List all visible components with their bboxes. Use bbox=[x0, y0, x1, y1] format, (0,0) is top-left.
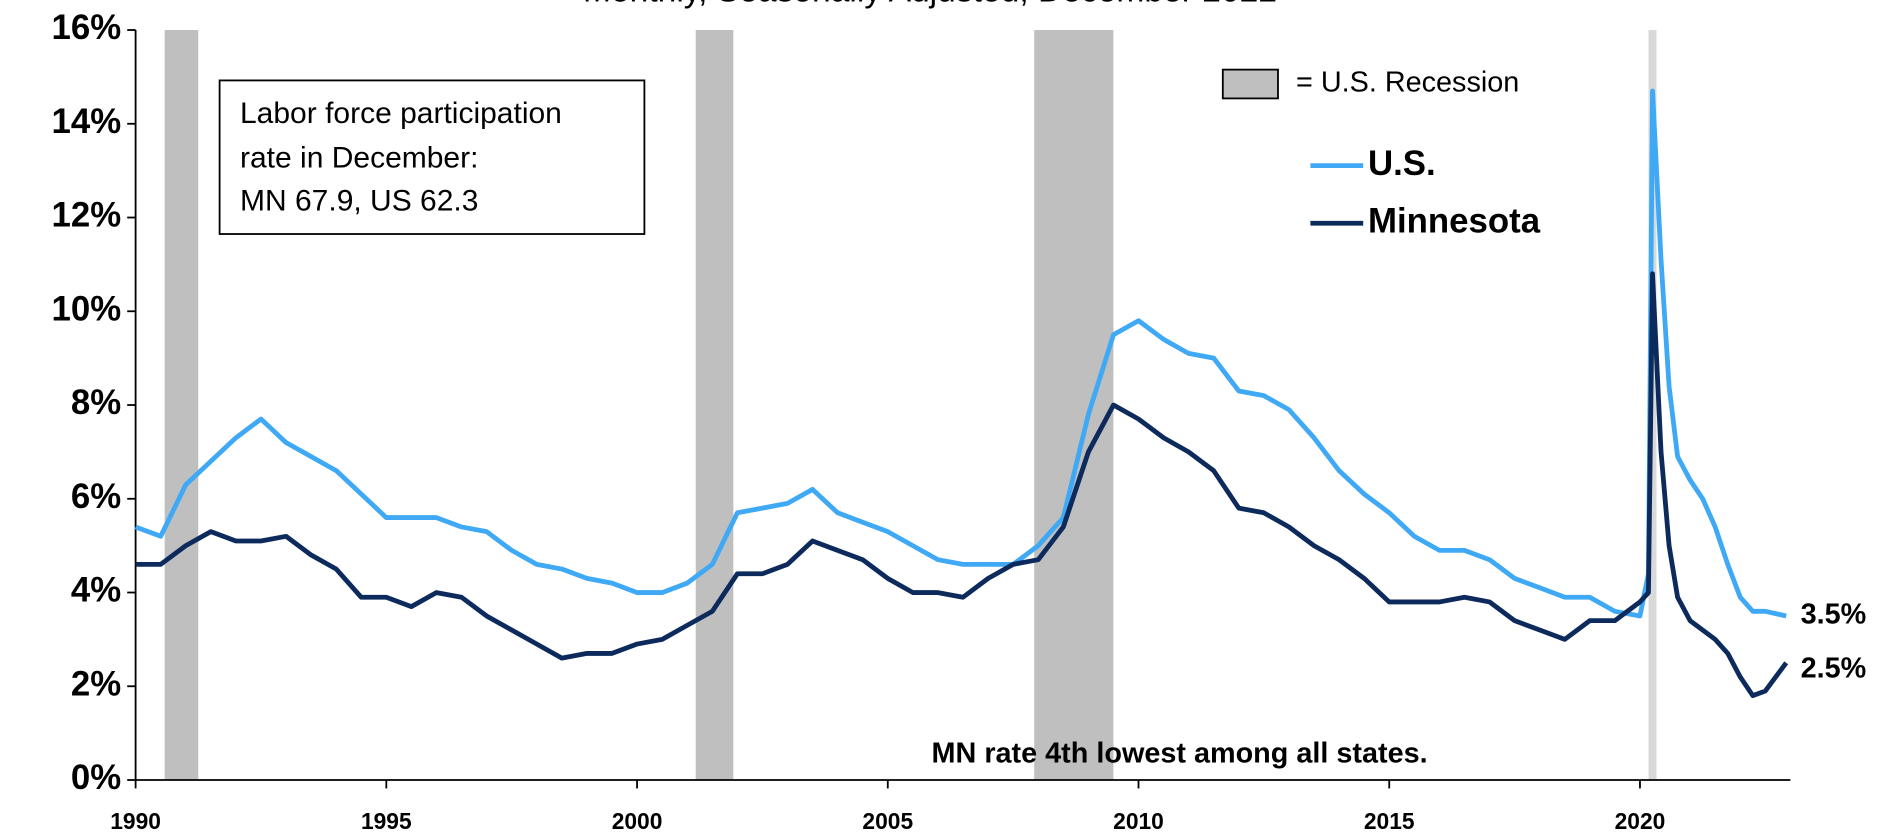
y-tick-label: 8% bbox=[71, 383, 121, 422]
x-tick-label: 2020 bbox=[1615, 808, 1666, 834]
x-tick-label: 2000 bbox=[612, 808, 663, 834]
x-tick-label: 2015 bbox=[1364, 808, 1415, 834]
y-tick-label: 16% bbox=[52, 8, 122, 47]
end-label: 2.5% bbox=[1801, 653, 1867, 685]
y-tick-label: 4% bbox=[71, 571, 121, 610]
annotation-line: MN 67.9, US 62.3 bbox=[240, 185, 478, 218]
end-label: 3.5% bbox=[1801, 599, 1867, 631]
recession-band bbox=[164, 30, 199, 781]
y-tick-label: 14% bbox=[52, 102, 122, 141]
x-tick-label: 2010 bbox=[1113, 808, 1164, 834]
x-tick-label: 2005 bbox=[862, 808, 913, 834]
x-tick-label: 1990 bbox=[110, 808, 161, 834]
y-tick-label: 10% bbox=[52, 289, 122, 328]
annotation-box bbox=[218, 79, 646, 235]
y-tick-label: 0% bbox=[71, 758, 121, 797]
legend-label: Minnesota bbox=[1368, 201, 1541, 240]
y-tick-label: 2% bbox=[71, 664, 121, 703]
chart-subtitle: Monthly, Seasonally Adjusted, December 2… bbox=[583, 0, 1277, 10]
x-tick-label: 1995 bbox=[361, 808, 412, 834]
recession-legend-swatch bbox=[1221, 68, 1279, 100]
annotation-line: rate in December: bbox=[240, 142, 478, 175]
note: MN rate 4th lowest among all states. bbox=[932, 737, 1428, 769]
recession-legend-label: = U.S. Recession bbox=[1296, 67, 1519, 99]
recession-band bbox=[1034, 30, 1114, 781]
annotation-line: Labor force participation bbox=[240, 97, 562, 130]
y-tick-label: 6% bbox=[71, 477, 121, 516]
y-tick-label: 12% bbox=[52, 196, 122, 235]
legend-label: U.S. bbox=[1368, 144, 1436, 183]
recession-band bbox=[695, 30, 734, 781]
series-line bbox=[135, 271, 1789, 699]
